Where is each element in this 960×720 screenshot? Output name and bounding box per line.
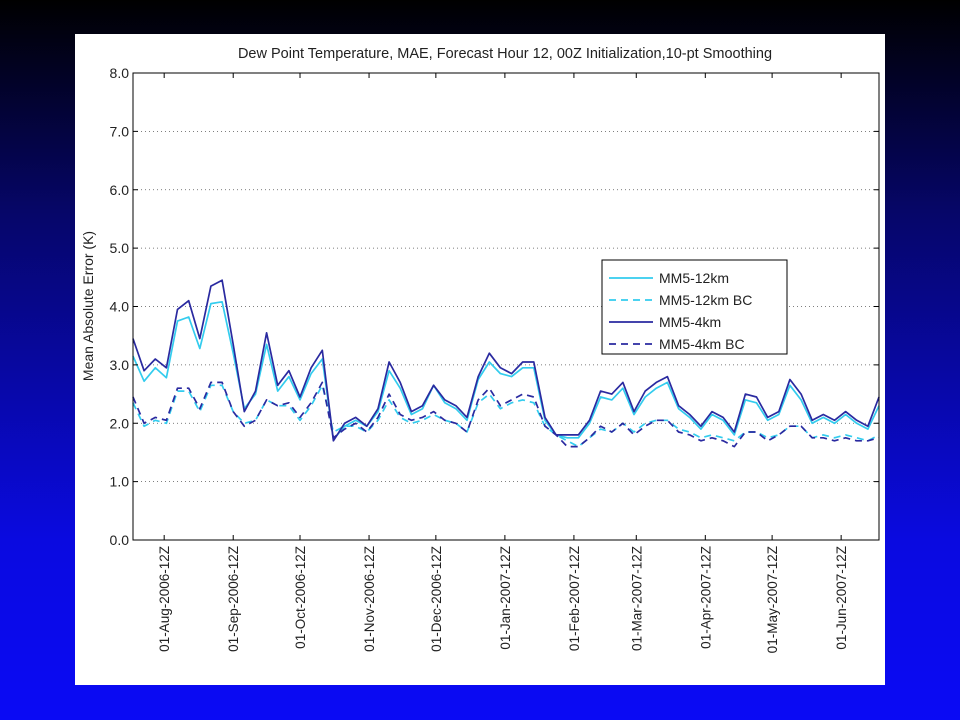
chart: Dew Point Temperature, MAE, Forecast Hou…: [80, 46, 880, 653]
x-tick-label: 01-Feb-2007-12Z: [567, 546, 582, 651]
y-axis: 0.0 1.0 2.0 3.0 4.0 5.0 6.0 7.0 8.0: [110, 65, 879, 548]
x-tick-label: 01-Nov-2006-12Z: [362, 546, 377, 652]
x-tick-label: 01-Jun-2007-12Z: [834, 546, 849, 650]
x-tick-label: 01-Dec-2006-12Z: [429, 546, 444, 652]
x-tick-label: 01-Apr-2007-12Z: [698, 546, 713, 649]
x-tick-label: 01-Oct-2006-12Z: [293, 546, 308, 649]
y-tick-label: 2.0: [110, 415, 130, 431]
legend: MM5-12km MM5-12km BC MM5-4km MM5-4km BC: [601, 259, 788, 355]
x-tick-label: 01-Mar-2007-12Z: [629, 546, 644, 651]
y-tick-label: 8.0: [110, 65, 130, 81]
x-axis: 01-Aug-2006-12Z 01-Sep-2006-12Z 01-Oct-200…: [157, 73, 849, 653]
y-tick-label: 6.0: [110, 182, 130, 198]
y-tick-label: 1.0: [110, 474, 130, 490]
y-axis-label: Mean Absolute Error (K): [80, 231, 96, 381]
legend-box: [601, 259, 788, 355]
chart-title: Dew Point Temperature, MAE, Forecast Hou…: [238, 46, 772, 62]
y-tick-label: 3.0: [110, 357, 130, 373]
series-line-mm5-4km-bc: [132, 381, 880, 448]
x-tick-label: 01-May-2007-12Z: [765, 546, 780, 653]
y-tick-label: 5.0: [110, 240, 130, 256]
series-group: [132, 279, 880, 448]
grid: [133, 130, 879, 483]
x-tick-label: 01-Aug-2006-12Z: [157, 546, 172, 652]
series-line-mm5-4km: [132, 279, 880, 442]
legend-label: MM5-4km BC: [659, 336, 745, 352]
legend-label: MM5-4km: [659, 314, 721, 330]
x-tick-label: 01-Jan-2007-12Z: [498, 546, 513, 650]
y-tick-label: 0.0: [110, 532, 130, 548]
x-tick-label: 01-Sep-2006-12Z: [226, 546, 241, 652]
legend-label: MM5-12km: [659, 270, 729, 286]
y-tick-label: 7.0: [110, 123, 130, 139]
legend-label: MM5-12km BC: [659, 292, 752, 308]
y-tick-label: 4.0: [110, 299, 130, 315]
chart-panel: Dew Point Temperature, MAE, Forecast Hou…: [75, 34, 885, 685]
